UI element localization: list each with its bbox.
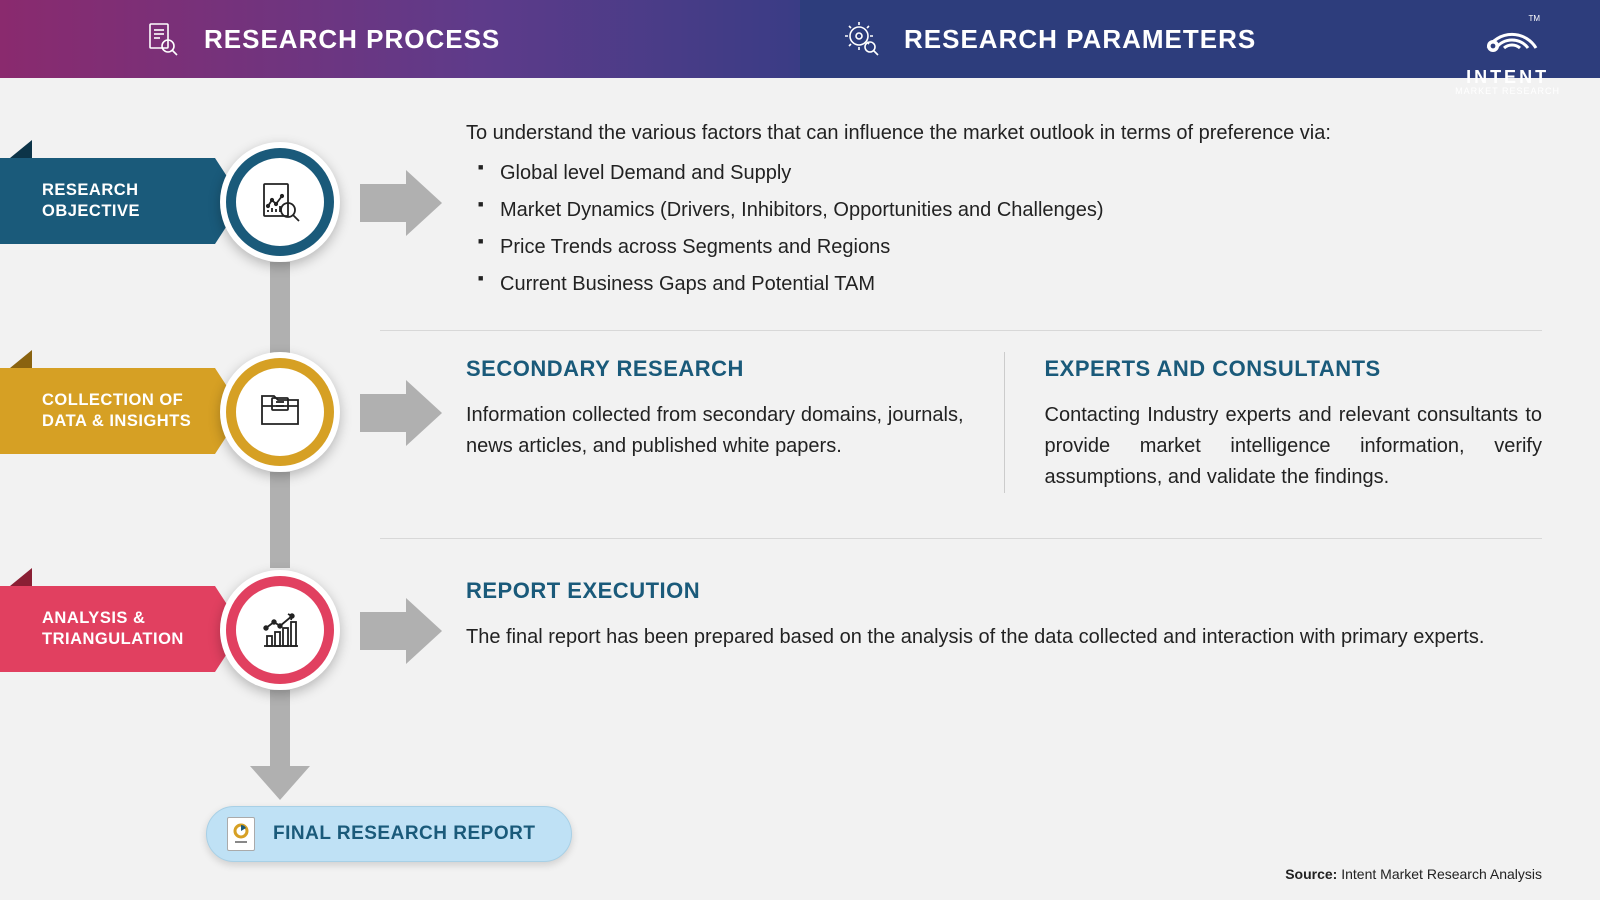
divider	[380, 330, 1542, 331]
source-attribution: Source: Intent Market Research Analysis	[1285, 866, 1542, 882]
section-body: The final report has been prepared based…	[466, 622, 1542, 653]
source-value: Intent Market Research Analysis	[1341, 866, 1542, 882]
step-banner: COLLECTION OF DATA & INSIGHTS	[0, 368, 215, 454]
bullet-list: Global level Demand and Supply Market Dy…	[466, 155, 1542, 303]
bullet-item: Current Business Gaps and Potential TAM	[500, 266, 1542, 303]
bullet-item: Market Dynamics (Drivers, Inhibitors, Op…	[500, 192, 1542, 229]
content: RESEARCH OBJECTIVE To understand the var…	[0, 78, 1600, 900]
column-title: EXPERTS AND CONSULTANTS	[1045, 352, 1543, 386]
section-heading: REPORT EXECUTION	[466, 574, 1542, 608]
source-label: Source:	[1285, 866, 1337, 882]
step-circle	[220, 570, 340, 690]
final-label: FINAL RESEARCH REPORT	[273, 823, 535, 845]
document-search-icon	[241, 163, 319, 241]
gear-magnify-icon	[840, 17, 884, 61]
column-experts: EXPERTS AND CONSULTANTS Contacting Indus…	[1004, 352, 1543, 493]
chart-growth-icon	[241, 591, 319, 669]
connector	[270, 262, 290, 354]
step-intro: To understand the various factors that c…	[466, 118, 1542, 149]
column-body: Contacting Industry experts and relevant…	[1045, 400, 1543, 493]
final-report-pill: FINAL RESEARCH REPORT	[206, 806, 572, 862]
header-left: RESEARCH PROCESS	[0, 0, 800, 78]
report-icon	[227, 817, 255, 851]
arrow-down-icon	[250, 766, 310, 800]
folder-icon	[241, 373, 319, 451]
divider	[380, 538, 1542, 539]
header: RESEARCH PROCESS RESEARCH PARAMETERS TM …	[0, 0, 1600, 78]
step-banner: ANALYSIS & TRIANGULATION	[0, 586, 215, 672]
document-magnify-icon	[140, 17, 184, 61]
step-banner: RESEARCH OBJECTIVE	[0, 158, 215, 244]
column-title: SECONDARY RESEARCH	[466, 352, 964, 386]
connector	[270, 690, 290, 766]
column-secondary-research: SECONDARY RESEARCH Information collected…	[466, 352, 1004, 493]
logo-arc-icon	[1478, 8, 1538, 68]
header-left-title: RESEARCH PROCESS	[204, 24, 500, 55]
step-label: COLLECTION OF DATA & INSIGHTS	[42, 390, 201, 431]
step-description: SECONDARY RESEARCH Information collected…	[466, 352, 1542, 493]
step-label: ANALYSIS & TRIANGULATION	[42, 608, 201, 649]
column-body: Information collected from secondary dom…	[466, 400, 964, 462]
step-description: To understand the various factors that c…	[466, 118, 1542, 303]
bullet-item: Global level Demand and Supply	[500, 155, 1542, 192]
connector	[270, 472, 290, 568]
header-right-title: RESEARCH PARAMETERS	[904, 24, 1256, 55]
step-label: RESEARCH OBJECTIVE	[42, 180, 201, 221]
step-circle	[220, 142, 340, 262]
step-description: REPORT EXECUTION The final report has be…	[466, 574, 1542, 653]
bullet-item: Price Trends across Segments and Regions	[500, 229, 1542, 266]
step-circle	[220, 352, 340, 472]
